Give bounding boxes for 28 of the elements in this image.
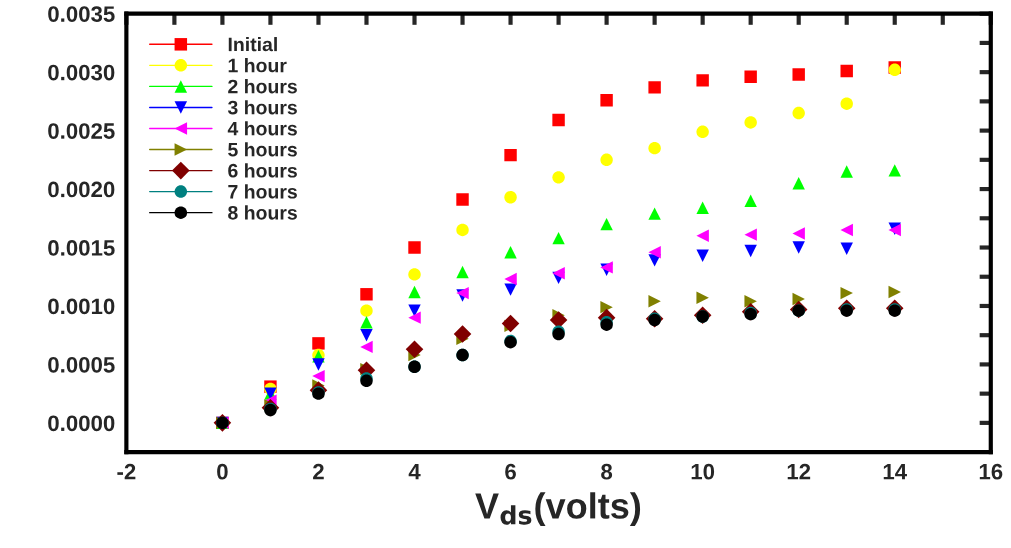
y-tick-label: 0.0020 (48, 181, 115, 198)
y-tick-label: 0.0035 (48, 6, 115, 22)
legend-label: 1 hour (228, 58, 287, 73)
x-tick-label: 12 (787, 463, 811, 480)
legend-label: 4 hours (227, 121, 297, 136)
x-tick-label: 0 (217, 463, 228, 480)
x-tick-label: 16 (979, 463, 1003, 480)
y-tick-label: 0.0005 (48, 356, 115, 373)
y-tick-label: 0.0000 (48, 415, 115, 432)
x-tick-label: -2 (117, 463, 136, 480)
legend-label: 6 hours (228, 163, 297, 178)
y-tick-label: 0.0015 (48, 240, 115, 256)
legend-label: 8 hours (228, 205, 297, 220)
x-tick-label: 6 (505, 463, 516, 480)
y-tick-label: 0.0010 (48, 298, 115, 315)
legend-label: 2 hours (228, 79, 297, 94)
x-tick-label: 8 (601, 463, 613, 480)
x-tick-label: 14 (883, 464, 907, 480)
x-tick-label: 2 (313, 463, 324, 480)
legend-label: Initial (228, 37, 277, 52)
x-tick-label: 10 (691, 463, 715, 480)
y-tick-label: 0.0030 (48, 64, 115, 81)
x-tick-label: 4 (408, 464, 421, 480)
legend-label: 7 hours (228, 184, 297, 199)
x-axis-title: V$_{ds}$(volts) (475, 492, 641, 526)
legend-label: 3 hours (227, 100, 297, 115)
y-tick-label: 0.0025 (48, 123, 115, 139)
legend-label: 5 hours (228, 142, 297, 157)
